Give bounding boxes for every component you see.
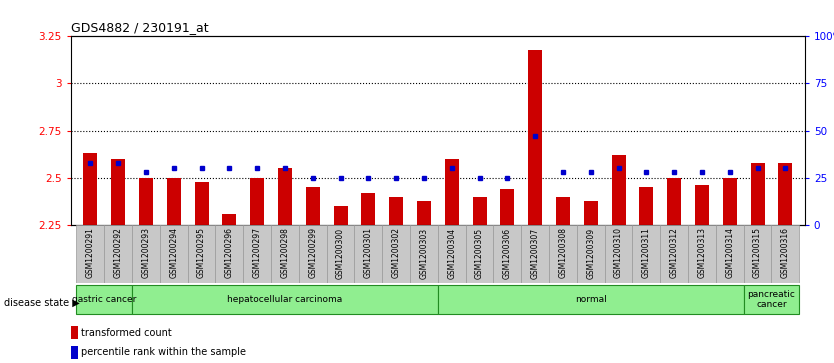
Bar [695, 185, 709, 225]
Text: hepatocellular carcinoma: hepatocellular carcinoma [228, 295, 343, 304]
Bar [465, 225, 494, 283]
Bar [723, 178, 736, 225]
Bar [744, 285, 799, 314]
Text: GSM1200315: GSM1200315 [753, 227, 762, 278]
Bar [549, 225, 577, 283]
Text: pancreatic
cancer: pancreatic cancer [747, 290, 796, 309]
Bar [584, 200, 598, 225]
Text: GSM1200295: GSM1200295 [197, 227, 206, 278]
Text: GSM1200302: GSM1200302 [392, 227, 400, 278]
Bar [500, 189, 515, 225]
Bar [271, 225, 299, 283]
Bar [167, 178, 181, 225]
Bar [215, 225, 244, 283]
Bar [632, 225, 661, 283]
Text: GSM1200307: GSM1200307 [530, 227, 540, 278]
Bar [250, 178, 264, 225]
Bar [751, 163, 765, 225]
Text: GSM1200297: GSM1200297 [253, 227, 262, 278]
Text: GSM1200301: GSM1200301 [364, 227, 373, 278]
Text: GSM1200303: GSM1200303 [420, 227, 429, 278]
Bar [417, 200, 431, 225]
Bar [278, 168, 292, 225]
Bar [77, 225, 104, 283]
Text: GSM1200298: GSM1200298 [280, 227, 289, 278]
Text: GSM1200314: GSM1200314 [726, 227, 734, 278]
Text: GSM1200304: GSM1200304 [447, 227, 456, 278]
Bar [473, 197, 486, 225]
Bar [188, 225, 215, 283]
Text: GSM1200294: GSM1200294 [169, 227, 178, 278]
Bar [194, 182, 208, 225]
Text: disease state ▶: disease state ▶ [4, 298, 80, 308]
Text: GSM1200316: GSM1200316 [781, 227, 790, 278]
Bar [494, 225, 521, 283]
Bar [71, 346, 78, 359]
Bar [354, 225, 382, 283]
Bar [605, 225, 632, 283]
Bar [71, 326, 78, 339]
Bar [611, 155, 626, 225]
Text: GSM1200299: GSM1200299 [309, 227, 317, 278]
Bar [688, 225, 716, 283]
Text: GSM1200296: GSM1200296 [225, 227, 234, 278]
Bar [556, 197, 570, 225]
Bar [327, 225, 354, 283]
Bar [139, 178, 153, 225]
Text: GDS4882 / 230191_at: GDS4882 / 230191_at [71, 21, 208, 34]
Bar [410, 225, 438, 283]
Bar [104, 225, 132, 283]
Bar [661, 225, 688, 283]
Bar [334, 206, 348, 225]
Bar [299, 225, 327, 283]
Text: normal: normal [575, 295, 606, 304]
Text: percentile rank within the sample: percentile rank within the sample [81, 347, 246, 357]
Bar [382, 225, 410, 283]
Text: gastric cancer: gastric cancer [72, 295, 137, 304]
Bar [244, 225, 271, 283]
Bar [438, 285, 744, 314]
Bar [83, 153, 98, 225]
Bar [306, 187, 319, 225]
Bar [389, 197, 403, 225]
Bar [744, 225, 771, 283]
Text: GSM1200293: GSM1200293 [142, 227, 150, 278]
Bar [521, 225, 549, 283]
Text: GSM1200308: GSM1200308 [559, 227, 567, 278]
Bar [716, 225, 744, 283]
Bar [445, 159, 459, 225]
Text: GSM1200312: GSM1200312 [670, 227, 679, 278]
Bar [577, 225, 605, 283]
Bar [111, 159, 125, 225]
Text: GSM1200292: GSM1200292 [113, 227, 123, 278]
Bar [528, 49, 542, 225]
Text: GSM1200291: GSM1200291 [86, 227, 95, 278]
Bar [667, 178, 681, 225]
Bar [223, 214, 236, 225]
Bar [160, 225, 188, 283]
Bar [132, 285, 438, 314]
Bar [778, 163, 792, 225]
Bar [640, 187, 653, 225]
Text: GSM1200309: GSM1200309 [586, 227, 595, 278]
Text: GSM1200306: GSM1200306 [503, 227, 512, 278]
Bar [361, 193, 375, 225]
Text: GSM1200305: GSM1200305 [475, 227, 484, 278]
Bar [77, 285, 132, 314]
Text: GSM1200311: GSM1200311 [642, 227, 651, 278]
Text: transformed count: transformed count [81, 327, 172, 338]
Text: GSM1200300: GSM1200300 [336, 227, 345, 278]
Bar [132, 225, 160, 283]
Text: GSM1200313: GSM1200313 [697, 227, 706, 278]
Text: GSM1200310: GSM1200310 [614, 227, 623, 278]
Bar [771, 225, 799, 283]
Bar [438, 225, 465, 283]
